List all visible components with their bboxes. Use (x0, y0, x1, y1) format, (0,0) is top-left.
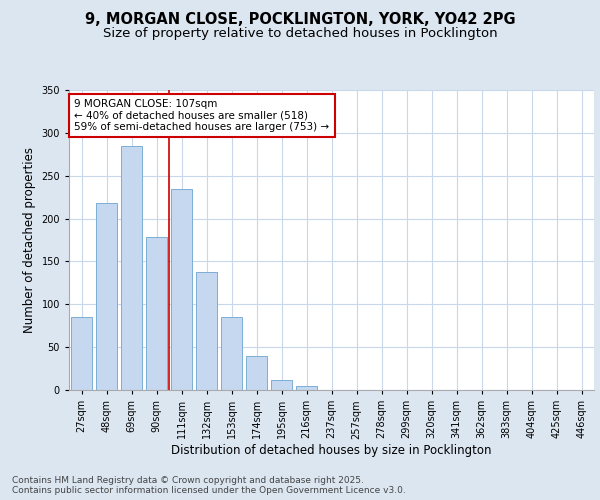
Bar (171, 188, 192, 390)
Text: 9, MORGAN CLOSE, POCKLINGTON, YORK, YO42 2PG: 9, MORGAN CLOSE, POCKLINGTON, YORK, YO42… (85, 12, 515, 28)
Text: Size of property relative to detached houses in Pocklington: Size of property relative to detached ho… (103, 28, 497, 40)
Bar (296, 386, 317, 390)
Text: 9 MORGAN CLOSE: 107sqm
← 40% of detached houses are smaller (518)
59% of semi-de: 9 MORGAN CLOSE: 107sqm ← 40% of detached… (74, 99, 329, 132)
Bar (71, 317, 92, 390)
X-axis label: Distribution of detached houses by size in Pocklington: Distribution of detached houses by size … (171, 444, 492, 457)
Bar (246, 356, 267, 390)
Bar (96, 203, 117, 390)
Text: Contains HM Land Registry data © Crown copyright and database right 2025.
Contai: Contains HM Land Registry data © Crown c… (12, 476, 406, 495)
Bar (121, 146, 142, 390)
Bar (196, 272, 217, 390)
Y-axis label: Number of detached properties: Number of detached properties (23, 147, 36, 333)
Bar (221, 317, 242, 390)
Bar (146, 238, 167, 390)
Bar (271, 380, 292, 390)
